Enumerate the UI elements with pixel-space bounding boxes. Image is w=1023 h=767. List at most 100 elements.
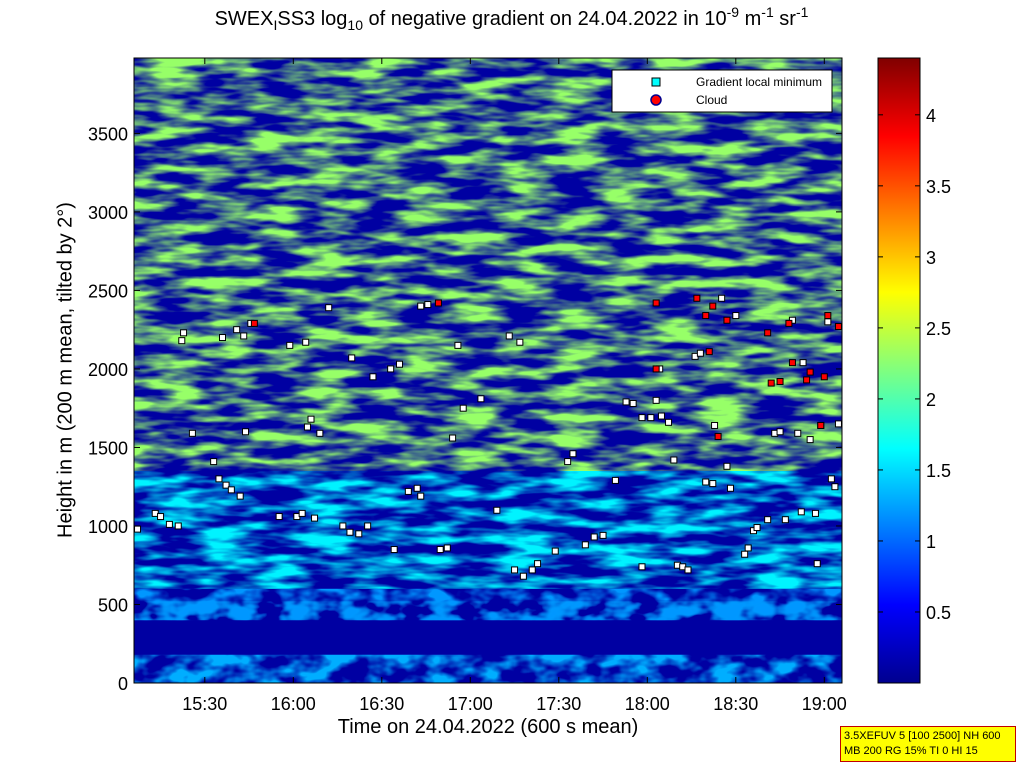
gradient-minimum-marker (551, 547, 559, 555)
x-axis-label: Time on 24.04.2022 (600 s mean) (337, 716, 639, 738)
gradient-minimum-marker (493, 506, 501, 514)
heatmap-field (134, 58, 842, 683)
cloud-marker (652, 299, 660, 307)
x-tick-label: 17:00 (448, 694, 493, 714)
gradient-minimum-marker (824, 318, 832, 326)
heatmap-layer (134, 588, 842, 621)
y-tick-label: 3000 (88, 203, 128, 223)
title-subscript: 10 (347, 17, 363, 33)
gradient-minimum-marker (424, 301, 432, 309)
y-tick-label: 0 (118, 674, 128, 694)
cloud-marker (250, 319, 258, 327)
heatmap-band (134, 58, 842, 472)
y-tick-label: 2500 (88, 281, 128, 301)
gradient-minimum-marker (638, 563, 646, 571)
legend-label: Gradient local minimum (696, 75, 822, 89)
gradient-minimum-marker (174, 522, 182, 530)
cloud-marker (820, 373, 828, 381)
gradient-minimum-marker (684, 566, 692, 574)
gradient-minimum-marker (316, 429, 324, 437)
gradient-minimum-marker (477, 395, 485, 403)
cloud-marker (788, 359, 796, 367)
gradient-minimum-marker (390, 546, 398, 554)
gradient-minimum-marker (369, 373, 377, 381)
cloud-marker (652, 365, 660, 373)
title-part: of negative gradient on 24.04.2022 in 10 (363, 8, 727, 30)
x-tick-label: 17:30 (536, 694, 581, 714)
gradient-minimum-marker (794, 429, 802, 437)
x-tick-label: 18:30 (713, 694, 758, 714)
colorbar-tick-label: 2.5 (926, 319, 951, 339)
gradient-minimum-marker (834, 420, 842, 428)
gradient-minimum-marker (436, 546, 444, 554)
gradient-minimum-marker (387, 365, 395, 373)
gradient-minimum-marker (657, 412, 665, 420)
y-tick-label: 2000 (88, 360, 128, 380)
gradient-minimum-marker (831, 483, 839, 491)
gradient-minimum-marker (325, 304, 333, 312)
colorbar-tick-label: 1.5 (926, 461, 951, 481)
legend-marker-square-icon (651, 77, 661, 87)
title-superscript: -9 (726, 4, 740, 20)
cloud-marker (767, 379, 775, 387)
cloud-marker (434, 299, 442, 307)
cloud-marker (785, 319, 793, 327)
gradient-minimum-marker (219, 334, 226, 342)
cloud-marker (776, 377, 784, 385)
cloud-marker (803, 376, 811, 384)
gradient-minimum-marker (629, 399, 637, 407)
y-axis: 0 500 1000 1500 2000 2500 3000 3500 (88, 124, 842, 694)
heatmap-band (134, 471, 842, 589)
gradient-minimum-marker (222, 481, 230, 489)
gradient-minimum-marker (303, 423, 311, 431)
gradient-minimum-marker (732, 312, 740, 320)
gradient-minimum-marker (726, 484, 734, 492)
colorbar-tick-label: 3 (926, 248, 936, 268)
gradient-minimum-marker (348, 354, 356, 362)
cloud-marker (817, 421, 825, 429)
gradient-minimum-marker (307, 415, 315, 423)
gradient-minimum-marker (449, 434, 457, 442)
x-axis: 15:30 16:00 16:30 17:00 17:30 18:00 18:30 19:00 (182, 58, 847, 714)
gradient-minimum-marker (696, 349, 704, 357)
gradient-minimum-marker (165, 520, 173, 528)
legend: Gradient local minimum Cloud (611, 69, 833, 113)
title-superscript: -1 (761, 4, 774, 20)
title-subscript: I (273, 17, 278, 33)
gradient-minimum-marker (298, 509, 306, 517)
gradient-minimum-marker (622, 398, 630, 406)
legend-box (611, 69, 833, 113)
info-line-1: 3.5XEFUV 5 [100 2500] NH 600 (844, 730, 1001, 742)
gradient-minimum-marker (233, 326, 241, 334)
gradient-minimum-marker (339, 522, 347, 530)
gradient-minimum-marker (776, 428, 784, 436)
gradient-minimum-marker (670, 456, 678, 464)
title-part: SWEX (214, 8, 274, 30)
colorbar-axis: 0.5 1 1.5 2 2.5 3 3.5 4 (878, 106, 951, 623)
title-part: SS3 log (277, 8, 348, 30)
gradient-minimum-marker (702, 478, 710, 486)
gradient-minimum-marker (178, 337, 186, 345)
gradient-minimum-marker (611, 476, 619, 484)
colorbar-tick-label: 1 (926, 532, 936, 552)
gradient-minimum-marker (638, 414, 646, 422)
gradient-minimum-marker (528, 566, 536, 574)
gradient-minimum-marker (718, 294, 726, 302)
cloud-marker (702, 312, 710, 320)
gradient-minimum-marker (599, 531, 607, 539)
y-tick-label: 3500 (88, 124, 128, 144)
gradient-minimum-marker (797, 508, 805, 516)
gradient-minimum-marker (134, 525, 142, 533)
gradient-minimum-marker (286, 341, 294, 349)
gradient-minimum-marker (652, 396, 660, 404)
y-tick-label: 1500 (88, 438, 128, 458)
cloud-marker (723, 316, 731, 324)
x-tick-label: 16:00 (271, 694, 316, 714)
colorbar-tick-label: 4 (926, 106, 936, 126)
heatmap-layer (134, 58, 842, 472)
x-tick-label: 18:00 (625, 694, 670, 714)
legend-marker-circle-icon (650, 94, 662, 106)
title-superscript: -1 (795, 4, 809, 20)
y-tick-label: 500 (98, 595, 128, 615)
